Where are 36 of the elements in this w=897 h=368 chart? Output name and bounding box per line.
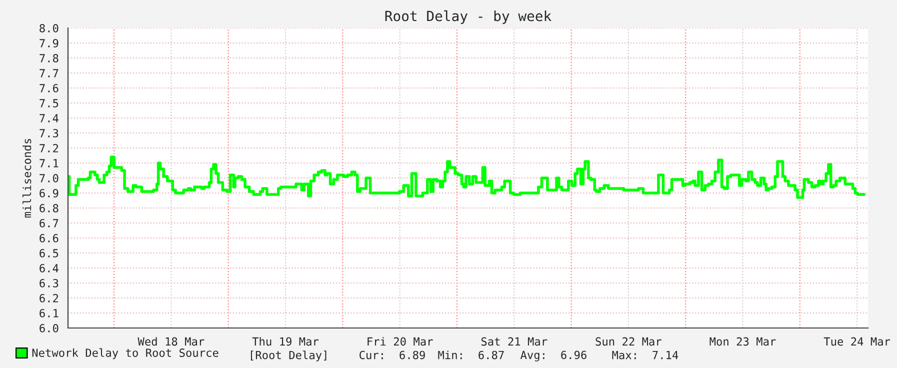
y-tick-label: 6.2	[40, 294, 58, 302]
y-tick-label: 6.8	[40, 204, 58, 212]
y-tick-label: 6.1	[40, 309, 58, 318]
y-tick-label: 6.6	[40, 234, 58, 242]
y-tick-label: 7.6	[40, 84, 58, 92]
y-tick-label: 7.8	[40, 54, 58, 62]
text: Avg: 6.96	[520, 350, 586, 362]
x-tick-label: Fri 20 Mar	[368, 337, 433, 346]
x-tick-label: Thu 19 Mar	[252, 337, 319, 346]
text: Max: 7.14	[612, 350, 678, 360]
y-tick-label: 7.5	[40, 99, 58, 108]
y-tick-label: 6.0	[40, 324, 58, 332]
y-tick-label: 6.3	[40, 279, 58, 288]
x-tick-label: Wed 18 Mar	[138, 337, 204, 346]
x-tick-label: Mon 23 Mar	[710, 337, 776, 346]
y-tick-label: 7.0	[40, 174, 58, 182]
y-tick-label: 7.7	[40, 69, 58, 78]
text: Cur: 6.89	[360, 350, 425, 360]
y-tick-label: 8.0	[40, 24, 58, 32]
y-tick-label: 7.2	[40, 144, 58, 152]
y-tick-label: 6.9	[40, 189, 58, 198]
text: [Root Delay]	[250, 350, 326, 362]
chart-title: Root Delay - by week	[385, 10, 552, 24]
y-axis-title: milliseconds	[22, 138, 32, 218]
legend-label: Network Delay to Root Source	[32, 348, 218, 360]
x-tick-label: Tue 24 Mar	[824, 337, 890, 346]
y-tick-label: 6.5	[40, 249, 58, 258]
y-tick-label: 6.7	[40, 219, 58, 228]
text: Min: 6.87	[438, 350, 504, 360]
x-tick-label: Sun 22 Mar	[596, 337, 662, 346]
y-tick-label: 7.3	[40, 129, 58, 138]
y-tick-label: 7.1	[40, 159, 58, 168]
y-tick-label: 7.4	[40, 114, 58, 122]
x-tick-label: Sat 21 Mar	[481, 337, 548, 346]
y-tick-label: 6.4	[40, 264, 58, 272]
y-tick-label: 7.9	[40, 39, 58, 48]
